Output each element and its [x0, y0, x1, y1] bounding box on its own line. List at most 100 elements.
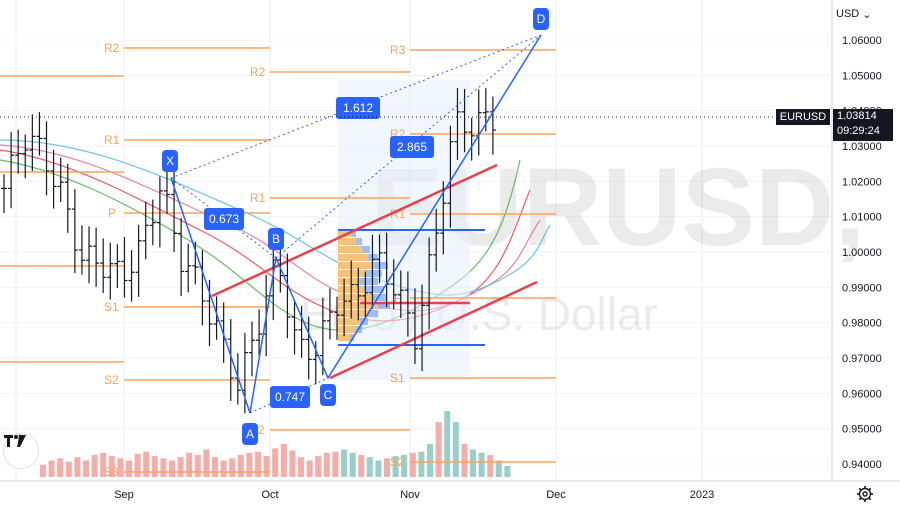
settings-gear-icon[interactable]: [856, 485, 876, 505]
price-axis-tick-label: 0.97000: [842, 353, 882, 365]
pattern-ratio-box: [204, 208, 244, 230]
volume-bar: [461, 444, 468, 477]
volume-profile-bar: [338, 246, 362, 253]
volume-bar: [495, 460, 502, 477]
volume-profile-bar: [338, 334, 350, 341]
currency-label: USD: [836, 8, 860, 20]
volume-profile-bar: [338, 270, 366, 277]
symbol-price-tag: EURUSD: [776, 109, 830, 125]
volume-bar: [48, 460, 55, 477]
volume-bar: [65, 461, 72, 477]
volume-bar: [323, 452, 330, 477]
volume-bar: [160, 458, 167, 477]
volume-profile-bar: [338, 254, 368, 261]
price-axis-tick-label: 0.95000: [842, 424, 882, 436]
volume-profile-bar: [338, 278, 360, 285]
volume-profile-bar: [360, 318, 368, 325]
volume-profile-bar: [338, 326, 356, 333]
last-price-tag: 1.03814 09:29:24: [833, 109, 893, 141]
volume-bar: [57, 458, 64, 477]
pattern-ratio-box: [336, 97, 380, 119]
pattern-point-label: X: [166, 154, 174, 168]
volume-profile-bar: [338, 238, 356, 245]
pivot-level-label: S2: [390, 455, 405, 469]
time-axis-tick-label: Dec: [546, 489, 566, 501]
volume-bar: [203, 449, 210, 477]
moving-average-line: [0, 144, 541, 312]
volume-bar: [169, 460, 175, 477]
volume-profile-bar: [368, 310, 378, 317]
channel-upper-line: [211, 163, 498, 298]
volume-bar: [280, 444, 287, 477]
pattern-ratio-box: [270, 386, 310, 408]
volume-bar: [444, 411, 451, 477]
pattern-point-marker[interactable]: [268, 228, 284, 250]
time-axis-tick-label: 2023: [690, 489, 714, 501]
gear-icon: [857, 486, 873, 502]
volume-bar: [487, 455, 494, 477]
volume-bar: [384, 458, 390, 477]
volume-bar: [298, 457, 304, 477]
pivot-level-label: S1: [390, 371, 405, 385]
volume-bar: [126, 460, 132, 477]
tradingview-logo-icon: [4, 435, 26, 447]
volume-bar: [289, 450, 296, 477]
price-axis-tick-label: 1.00000: [842, 247, 882, 259]
pattern-ratio-label: 1.612: [343, 101, 373, 115]
volume-bar: [332, 451, 339, 477]
volume-bar: [74, 457, 81, 477]
price-axis-tick-label: 1.03000: [842, 141, 882, 153]
volume-bar: [418, 451, 425, 477]
pivot-level-label: R2: [250, 65, 266, 79]
price-axis-tick-label: 0.96000: [842, 388, 882, 400]
chevron-down-icon: ⌄: [862, 8, 872, 21]
volume-bar: [470, 449, 476, 477]
volume-profile-bar: [364, 286, 384, 293]
volume-bar: [108, 456, 115, 477]
volume-bar: [117, 458, 124, 477]
volume-bar: [229, 458, 236, 477]
volume-bar: [134, 453, 141, 477]
time-axis-tick-label: Sep: [114, 489, 134, 501]
pattern-point-marker[interactable]: [242, 423, 258, 445]
volume-profile-bar: [338, 262, 374, 269]
pattern-ratio-label: 2.865: [397, 140, 427, 154]
pattern-point-marker[interactable]: [162, 150, 178, 172]
volume-bar: [401, 455, 408, 477]
volume-bar: [237, 455, 244, 477]
volume-profile-bar: [338, 294, 372, 301]
volume-bar: [392, 456, 399, 477]
volume-profile-bar: [350, 334, 354, 341]
volume-profile-bar: [338, 318, 360, 325]
bar-countdown: 09:29:24: [837, 125, 880, 137]
pivot-level-label: S1: [104, 300, 119, 314]
pattern-point-marker[interactable]: [533, 8, 549, 30]
volume-bar: [220, 460, 227, 477]
volume-bar: [306, 460, 313, 477]
volume-profile-bar: [378, 302, 390, 309]
volume-profile-bar: [338, 310, 368, 317]
price-axis-tick-label: 1.05000: [842, 70, 882, 82]
pivot-level-label: R1: [104, 133, 120, 147]
volume-bar: [177, 457, 184, 477]
pattern-point-marker[interactable]: [320, 384, 336, 406]
volume-bar: [100, 452, 107, 477]
pivot-level-label: R1: [390, 207, 406, 221]
volume-bar: [315, 456, 322, 477]
tradingview-logo[interactable]: [4, 434, 38, 468]
volume-bar: [427, 444, 433, 477]
pattern-point-label: D: [537, 12, 546, 26]
pivot-level-label: R3: [390, 43, 406, 57]
volume-bar: [358, 455, 365, 477]
pivot-level-label: P: [108, 206, 116, 220]
currency-selector[interactable]: USD ⌄: [836, 4, 896, 24]
last-price-value: 1.03814: [837, 110, 877, 122]
volume-bar: [40, 464, 46, 477]
volume-bar: [246, 452, 253, 477]
pattern-ratio-box: [390, 136, 434, 158]
volume-bar: [349, 452, 356, 477]
volume-bar: [452, 422, 459, 477]
pattern-ratio-label: 0.747: [275, 390, 305, 404]
